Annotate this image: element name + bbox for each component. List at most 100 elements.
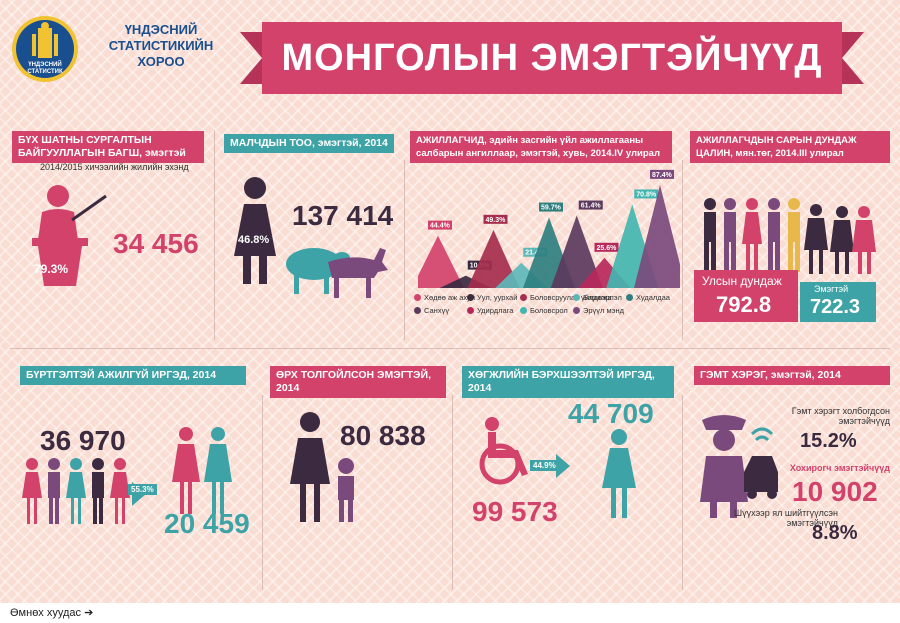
legend-label: Боловсрол [530,306,568,315]
salary-female-value: 722.3 [810,296,861,318]
unemployed-header: БҮРТГЭЛТЭЙ АЖИЛГҮЙ ИРГЭД, 2014 [20,366,246,385]
herders-percent: 46.8% [238,234,270,246]
legend-item: Эрүүл мэнд [573,306,624,315]
legend-item: Санхүү [414,306,449,315]
chart-label-bg [523,247,548,257]
crime-involved-value: 15.2% [800,430,857,452]
chart-peak [467,229,520,288]
legend-swatch [573,307,580,314]
legend-label: Уул, уурхай [477,293,518,302]
legend-label: Эрүүл мэнд [583,306,625,315]
legend-label: Худалдаа [636,293,670,302]
salary-national-box: Улсын дундаж 792.8 [694,270,798,322]
legend-label: Барилга [583,293,612,302]
logo-text-1: ҮНДЭСНИЙ [28,60,62,68]
disabled-header: ХӨГЖЛИЙН БЭРХШЭЭЛТЭЙ ИРГЭД, 2014 [462,366,674,398]
prev-page-label: Өмнөх хуудас [10,607,82,619]
salary-header: АЖИЛЛАГЧДЫН САРЫН ДУНДАЖ ЦАЛИН, мян.төг,… [690,131,890,163]
title-banner: МОНГОЛЫН ЭМЭГТЭЙЧҮҮД [240,22,864,94]
legend-item: Удирдлага [467,306,513,315]
crime-convicted-value: 8.8% [812,522,858,544]
arrow-right-icon [556,454,570,478]
legend-swatch [414,307,421,314]
people-group-icon [22,458,130,524]
infographic: ҮНДЭСНИЙ СТАТИСТИК ҮНДЭСНИЙ СТАТИСТИКИЙН… [0,0,900,603]
goat-icon [328,248,388,298]
salary-national-label: Улсын дундаж [702,274,782,288]
chart-peak [550,215,603,288]
col-divider [452,395,453,590]
police-woman-icon [700,415,778,518]
employed-chart: 44.4%10.5%49.3%21.4%59.7%61.4%25.6%70.8%… [418,169,680,288]
legend-swatch [520,294,527,301]
page-title: МОНГОЛЫН ЭМЭГТЭЙЧҮҮД [281,36,823,79]
chart-data-label: 21.4% [525,250,546,257]
legend-label: Санхүү [424,306,450,315]
unemployed-percent: 55.3% [128,484,157,495]
nso-logo-icon: ҮНДЭСНИЙ СТАТИСТИК [12,16,78,82]
teachers-header: БҮХ ШАТНЫ СУРГАЛТЫН БАЙГУУЛЛАГЫН БАГШ, э… [12,131,204,163]
chart-data-label: 44.4% [430,223,451,230]
teachers-sub: 2014/2015 хичээлийн жилийн эхэнд [40,162,189,172]
col-divider [682,160,683,340]
row-divider [10,348,890,349]
disabled-percent: 44.9% [530,460,559,471]
legend-swatch [467,307,474,314]
logo-text-2: СТАТИСТИК [27,69,63,75]
chart-label-bg [428,220,452,230]
legend-item: Хөдөө аж ахуй [414,293,475,302]
legend-swatch [520,307,527,314]
teachers-value: 34 456 [113,228,199,259]
chart-data-label: 70.8% [636,191,657,198]
legend-label: Хөдөө аж ахуй [424,293,476,302]
woman-icon [602,429,636,518]
chart-data-label: 49.3% [486,217,507,224]
legend-label: Удирдлага [477,306,514,315]
col-divider [262,395,263,590]
salary-national-value: 792.8 [716,292,772,317]
unemployed-female: 20 459 [164,508,250,539]
employed-header: АЖИЛЛАГЧИД, эдийн засгийн үйл ажиллагаан… [410,131,672,163]
employed-legend: Хөдөө аж ахуй Уул, уурхай Боловсруулах үйл… [414,293,680,323]
chart-peak [634,184,680,288]
herders-value: 137 414 [292,200,394,231]
single-mothers-value: 80 838 [340,420,426,451]
chart-label-bg [483,214,508,224]
legend-swatch [414,294,421,301]
col-divider [214,130,215,340]
legend-swatch [467,294,474,301]
chart-data-label: 59.7% [541,205,562,212]
arrow-right-icon: ➔ [84,607,94,619]
legend-swatch [626,294,633,301]
legend-item: Боловсрол [520,306,568,315]
legend-item: Уул, уурхай [467,293,517,302]
chart-label-bg [650,169,674,179]
teacher-icon [32,185,107,286]
org-name-line3: ХОРОО [137,54,185,69]
teachers-percent: 79.3% [34,262,69,276]
chart-peak [418,235,464,288]
crime-header: ГЭМТ ХЭРЭГ, эмэгтэй, 2014 [694,366,890,385]
herders-header: МАЛЧДЫН ТОО, эмэгтэй, 2014 [224,134,394,153]
unemployed-total: 36 970 [40,425,126,456]
org-name-line1: ҮНДЭСНИЙ [124,22,198,37]
salary-female-box: Эмэгтэй 722.3 [800,282,876,322]
workers-silhouettes-icon [704,198,876,274]
org-name: ҮНДЭСНИЙ СТАТИСТИКИЙН ХОРОО [86,22,236,70]
disabled-total: 99 573 [472,496,558,527]
crime-victims-value: 10 902 [792,476,878,507]
legend-item: Барилга [573,293,612,302]
single-mothers-header: ӨРХ ТОЛГОЙЛСОН ЭМЭГТЭЙ, 2014 [270,366,446,398]
crime-victims-label: Хохирогч эмэгтэйчүүд [789,463,890,473]
disabled-female: 44 709 [568,398,654,429]
prev-page-link[interactable]: Өмнөх хуудас ➔ [10,606,93,619]
chart-data-label: 61.4% [581,203,602,210]
woman-icon [234,177,276,284]
chart-label-bg [594,242,619,252]
women-pair-icon [172,427,232,514]
mother-child-icon [290,412,354,522]
legend-item: Худалдаа [626,293,670,302]
chart-label-bg [539,202,563,212]
col-divider [404,160,405,340]
